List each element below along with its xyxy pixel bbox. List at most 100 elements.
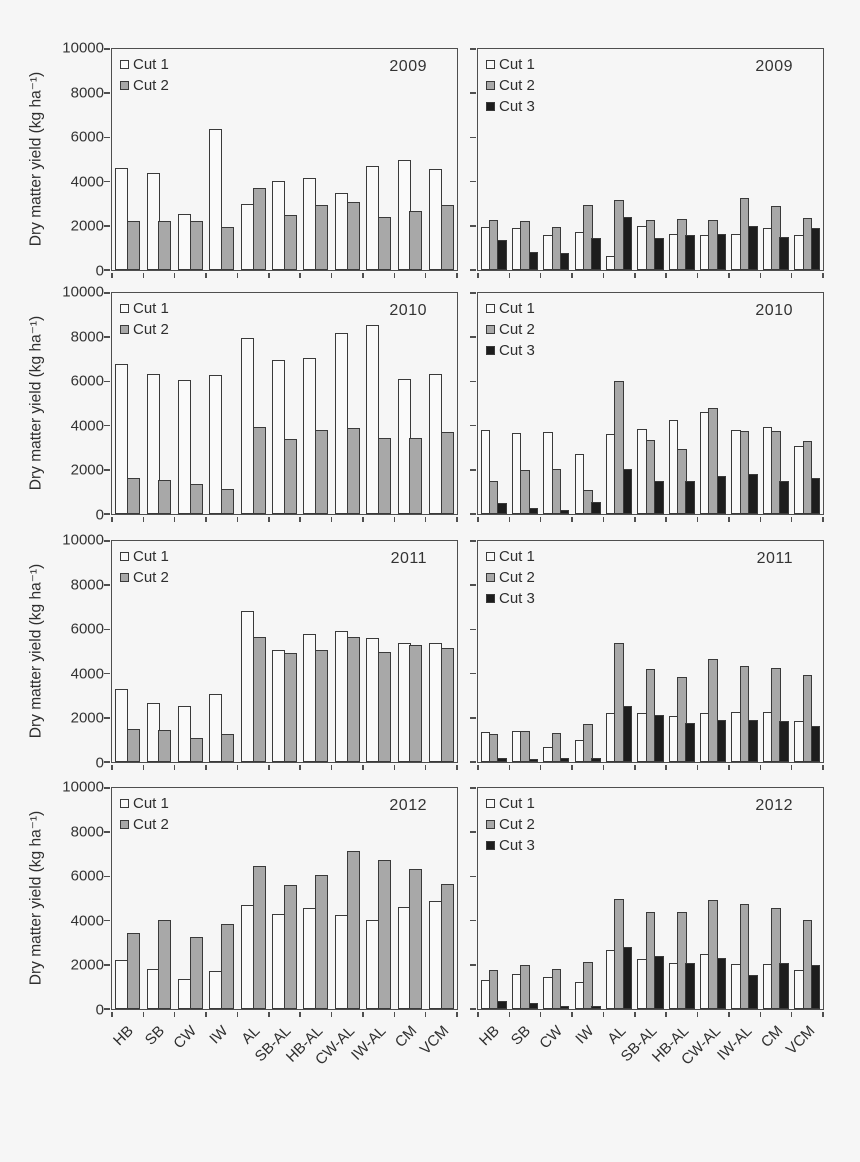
bar-group-al [237, 293, 268, 514]
x-tick-mark [665, 1012, 667, 1017]
bar-group-sb-al [269, 541, 300, 762]
bar-iw-cut2 [221, 226, 235, 270]
x-tick-mark [602, 517, 605, 522]
bar-al-cut2 [252, 866, 266, 1009]
bar-iw-al-cut2 [377, 216, 391, 270]
bar-group-hb-al [300, 788, 331, 1009]
legend-label: Cut 2 [499, 77, 535, 94]
y-tick-mark [470, 469, 476, 471]
bar-group-sb [509, 541, 540, 762]
cut2-swatch-icon [120, 820, 129, 829]
bar-cw-cut3 [559, 253, 570, 270]
bar-sb-al-cut1 [272, 360, 286, 514]
y-tick-label: 2000 [70, 709, 104, 727]
y-tick-label: 8000 [70, 576, 104, 594]
panel-2011-three-cuts: Cut 1 Cut 2 Cut 3 2011 [470, 540, 824, 770]
bar-hb-cut3 [497, 502, 507, 514]
year-label: 2011 [390, 550, 427, 567]
bar-group-iw-al [729, 49, 760, 270]
bar-cw-al-cut3 [716, 720, 727, 762]
legend-entry: Cut 2 [486, 319, 535, 340]
bar-group-cw [175, 788, 206, 1009]
bar-group-iw-al [729, 541, 760, 762]
cut2-swatch-icon [486, 573, 495, 582]
bar-iw-cut3 [591, 1005, 601, 1009]
y-tick-label: 8000 [70, 84, 104, 102]
bar-cw-cut2 [551, 969, 562, 1009]
bar-hb-al-cut2 [315, 204, 329, 270]
plot-area [112, 788, 457, 1009]
bar-group-hb [478, 788, 509, 1009]
bar-group-iw-al [363, 49, 394, 270]
bar-group-iw [572, 293, 603, 514]
bar-group-hb-al [666, 541, 697, 762]
bar-vcm-cut2 [802, 674, 813, 762]
bar-sb-cut2 [520, 469, 530, 514]
y-tick-mark [470, 761, 476, 763]
bar-group-hb-al [300, 293, 331, 514]
legend-label: Cut 2 [499, 816, 535, 833]
plot-area [478, 293, 823, 514]
bar-al-cut1 [240, 338, 254, 514]
legend-label: Cut 1 [133, 548, 169, 565]
y-tick-mark [104, 513, 110, 515]
x-tick-mark [634, 273, 636, 278]
bar-group-vcm [426, 788, 457, 1009]
y-tick-label: 6000 [70, 867, 104, 885]
x-tick-mark [696, 517, 699, 522]
x-tick-mark [477, 1012, 479, 1017]
bar-group-cw [175, 541, 206, 762]
legend-label: Cut 3 [499, 98, 535, 115]
cut2-swatch-icon [120, 325, 129, 334]
y-tick-mark [470, 717, 476, 719]
bar-group-al [603, 49, 634, 270]
bar-group-al [237, 49, 268, 270]
bar-group-iw-al [729, 293, 760, 514]
y-tick-label: 8000 [70, 823, 104, 841]
bar-group-iw-al [363, 541, 394, 762]
bar-cw-al-cut2 [708, 659, 718, 762]
bar-group-al [603, 788, 634, 1009]
bar-sb-cut3 [528, 1003, 539, 1009]
y-tick-label: 8000 [70, 328, 104, 346]
y-tick-mark [470, 540, 476, 542]
y-tick-mark [104, 717, 110, 719]
bar-group-cw [541, 788, 572, 1009]
bar-group-cw-al [332, 788, 363, 1009]
legend-entry: Cut 1 [486, 546, 535, 567]
x-tick-mark [822, 273, 824, 278]
bar-group-sb [143, 541, 174, 762]
x-axis-tick-labels-right: HB SB CW IW AL SB-AL HB-AL CW-AL IW-AL CM VCM [476, 1014, 824, 1078]
bar-cm-cut2 [409, 644, 423, 762]
bar-sb-cut1 [146, 373, 160, 514]
x-tick-mark [142, 517, 145, 522]
bar-cw-al-cut2 [346, 427, 360, 514]
x-tick-mark [477, 517, 479, 522]
bar-cw-cut2 [189, 221, 203, 270]
bar-cm-cut2 [771, 431, 781, 514]
bar-vcm-cut2 [440, 648, 454, 762]
y-tick-mark [470, 787, 476, 789]
bar-sb-al-cut2 [283, 214, 297, 270]
bar-group-cw [175, 293, 206, 514]
x-tick-mark [111, 1012, 113, 1017]
y-tick-mark [470, 92, 476, 94]
y-tick-mark [470, 48, 476, 50]
x-tick-mark [205, 273, 207, 278]
x-tick-mark [142, 273, 145, 278]
x-tick-mark [173, 273, 176, 278]
bar-group-cm [394, 788, 425, 1009]
bar-iw-cut2 [221, 488, 235, 514]
bar-sb-al-cut3 [654, 237, 664, 270]
y-tick-mark [470, 875, 476, 878]
x-tick-label: IW-AL [713, 1022, 756, 1064]
bar-hb-cut2 [127, 221, 141, 270]
bar-cm-cut2 [409, 211, 423, 270]
x-tick-label: SB [508, 1022, 535, 1049]
bar-group-sb-al [269, 293, 300, 514]
cut1-swatch-icon [486, 552, 495, 561]
y-tick-label: 0 [95, 262, 104, 280]
bar-group-cw-al [698, 293, 729, 514]
legend: Cut 1 Cut 2 Cut 3 [486, 54, 535, 117]
bar-hb-cut3 [497, 1001, 507, 1009]
